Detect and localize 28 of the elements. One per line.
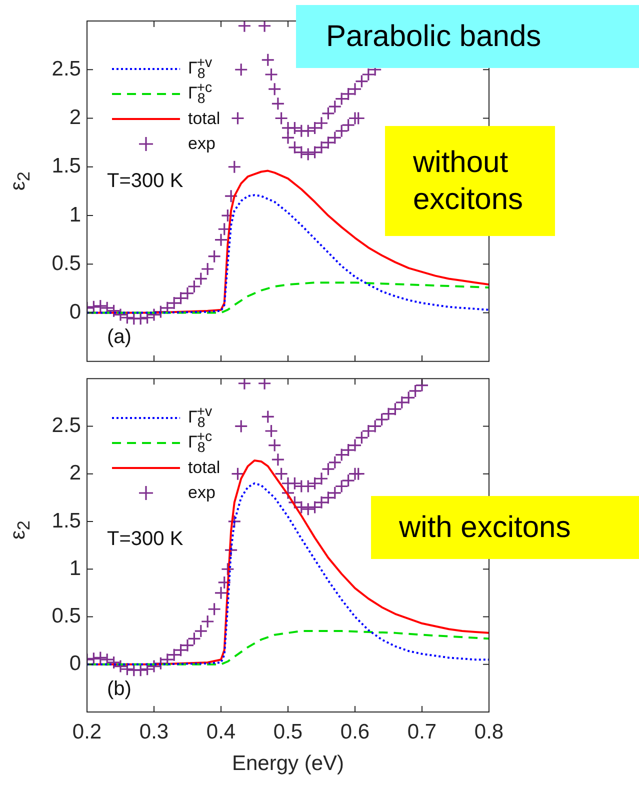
y-tick-label: 2 — [69, 106, 81, 130]
y-tick-label: 1 — [69, 556, 81, 580]
y-tick-label: 0.5 — [52, 604, 81, 628]
annotation: T=300 K — [107, 170, 184, 193]
x-tick-label: 0.7 — [407, 720, 437, 744]
y-tick-label: 1.5 — [52, 154, 81, 178]
legend-label: exp — [188, 482, 216, 502]
annotation: T=300 K — [107, 528, 184, 551]
annotation: (b) — [107, 678, 132, 701]
legend-label: total — [188, 108, 220, 128]
x-tick-label: 0.3 — [139, 720, 169, 744]
x-axis-title: Energy (eV) — [232, 752, 344, 776]
x-tick-label: 0.6 — [340, 720, 370, 744]
annotation: (a) — [107, 326, 132, 349]
y-tick-label: 2 — [69, 462, 81, 485]
y-tick-label: 1.5 — [52, 509, 81, 532]
x-tick-label: 0.8 — [474, 720, 504, 744]
legend-label: exp — [188, 134, 216, 154]
legend-label: total — [188, 458, 220, 478]
y-tick-label: 0 — [69, 300, 81, 324]
x-tick-label: 0.5 — [273, 720, 303, 744]
x-tick-label: 0.2 — [72, 720, 102, 744]
y-tick-label: 0.5 — [52, 252, 81, 275]
y-tick-label: 1 — [69, 203, 81, 226]
y-tick-label: 2.5 — [52, 57, 81, 80]
x-tick-label: 0.4 — [206, 720, 236, 744]
y-tick-label: 0 — [69, 652, 81, 676]
y-tick-label: 2.5 — [52, 414, 81, 438]
